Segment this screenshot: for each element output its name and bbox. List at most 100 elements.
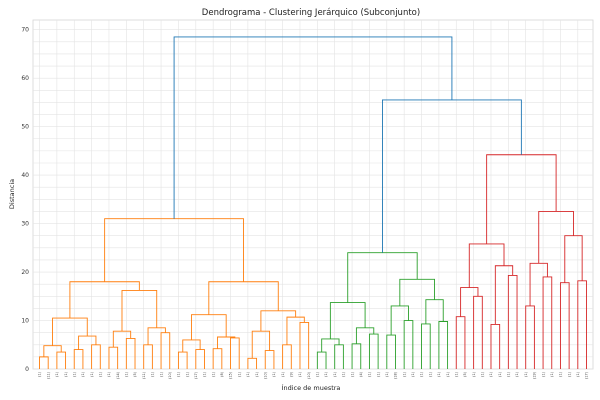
dendrogram-link <box>56 351 67 369</box>
dendrogram-link <box>486 154 557 244</box>
x-axis-label: Índice de muestra <box>282 383 341 392</box>
y-tick-label: 10 <box>21 318 29 325</box>
x-tick-label: (1) <box>107 371 111 376</box>
x-tick-label: (1) <box>489 371 493 376</box>
x-tick-label: (1) <box>98 371 102 376</box>
dendrogram-link <box>91 344 101 369</box>
x-tick-label: (17) <box>194 371 198 379</box>
x-tick-label: (1) <box>298 371 302 376</box>
x-tick-label: (14) <box>116 371 120 379</box>
dendrogram-link <box>460 287 479 317</box>
x-tick-label: (1) <box>567 371 571 376</box>
dendrogram-link <box>421 323 431 369</box>
dendrogram-link <box>108 346 119 369</box>
x-tick-label: (1) <box>437 371 441 376</box>
x-tick-label: (1) <box>281 371 285 376</box>
x-tick-label: (1) <box>38 371 42 376</box>
dendrogram-link <box>39 356 49 369</box>
x-tick-label: (1) <box>72 371 76 376</box>
dendrogram-link <box>112 330 132 348</box>
x-tick-label: (1) <box>446 371 450 376</box>
dendrogram-link <box>403 320 414 369</box>
x-tick-label: (11) <box>142 371 146 379</box>
dendrogram-link <box>182 339 201 353</box>
x-tick-label: (1) <box>203 371 207 376</box>
dendrogram-link <box>230 337 240 369</box>
x-tick-label: (9) <box>289 371 293 376</box>
x-tick-label: (1) <box>454 371 458 376</box>
x-tick-label: (10) <box>263 371 267 379</box>
y-tick-label: 0 <box>25 366 29 373</box>
x-tick-label: (1) <box>428 371 432 376</box>
dendrogram-link <box>160 332 171 369</box>
dendrogram-link <box>490 323 501 369</box>
dendrogram-link <box>468 243 505 288</box>
x-tick-label: (1) <box>246 371 250 376</box>
x-tick-label: (1) <box>159 371 163 376</box>
dendrogram-link <box>507 274 518 369</box>
x-tick-label: (17) <box>585 371 589 379</box>
x-tick-label: (1) <box>151 371 155 376</box>
dendrogram-link <box>78 335 97 350</box>
y-tick-label: 50 <box>21 124 29 131</box>
y-axis-ticks: 0 10 20 30 40 50 60 70 <box>21 27 29 373</box>
x-tick-label: (1) <box>350 371 354 376</box>
dendrogram-link <box>173 36 453 219</box>
dendrogram-link <box>299 322 310 369</box>
x-tick-label: (5) <box>133 371 137 376</box>
x-tick-label: (1) <box>411 371 415 376</box>
y-tick-label: 20 <box>21 269 29 276</box>
x-tick-label: (1) <box>185 371 189 376</box>
x-tick-label: (1) <box>316 371 320 376</box>
dendrogram-link <box>251 330 271 359</box>
x-tick-label: (1) <box>55 371 59 376</box>
x-tick-label: (1) <box>324 371 328 376</box>
x-tick-label: (4) <box>359 371 363 376</box>
x-tick-label: (1) <box>237 371 241 376</box>
dendrogram-link <box>425 299 444 324</box>
x-tick-label: (10) <box>168 371 172 379</box>
x-tick-label: (1) <box>255 371 259 376</box>
chart-title: Dendrograma - Clustering Jerárquico (Sub… <box>202 8 420 18</box>
plot-area <box>32 19 594 370</box>
x-tick-label: (1) <box>559 371 563 376</box>
y-tick-label: 70 <box>21 27 29 34</box>
x-tick-label: (10) <box>307 371 311 379</box>
dendrogram-link <box>382 99 522 253</box>
y-tick-label: 30 <box>21 221 29 228</box>
x-tick-label: (1) <box>368 371 372 376</box>
dendrogram-links <box>39 36 587 369</box>
dendrogram-link <box>212 348 223 369</box>
dendrogram-link <box>264 350 275 369</box>
y-tick-label: 40 <box>21 172 29 179</box>
dendrogram-link <box>529 262 548 306</box>
x-tick-label: (1) <box>515 371 519 376</box>
grid <box>33 20 593 370</box>
dendrogram-link <box>143 344 153 369</box>
dendrogram-link <box>286 316 305 345</box>
dendrogram-link <box>282 344 292 369</box>
dendrogram-link <box>334 344 344 369</box>
x-tick-label: (1) <box>211 371 215 376</box>
x-tick-label: (1) <box>402 371 406 376</box>
x-tick-label: (1) <box>550 371 554 376</box>
dendrogram-link <box>177 351 188 369</box>
x-tick-label: (1) <box>376 371 380 376</box>
dendrogram-link <box>473 295 483 369</box>
x-tick-label: (1) <box>333 371 337 376</box>
x-tick-label: (1) <box>420 371 424 376</box>
dendrogram-link <box>577 280 587 369</box>
x-tick-label: (1) <box>385 371 389 376</box>
dendrogram-link <box>542 276 553 369</box>
x-tick-label: (1) <box>177 371 181 376</box>
x-tick-label: (1) <box>342 371 346 376</box>
x-tick-label: (1) <box>498 371 502 376</box>
y-tick-label: 60 <box>21 75 29 82</box>
x-tick-label: (1) <box>524 371 528 376</box>
x-tick-label: (1) <box>125 371 129 376</box>
x-tick-label: (1) <box>481 371 485 376</box>
dendrogram-link <box>147 327 166 345</box>
x-tick-label: (1) <box>272 371 276 376</box>
x-tick-label: (5) <box>463 371 467 376</box>
